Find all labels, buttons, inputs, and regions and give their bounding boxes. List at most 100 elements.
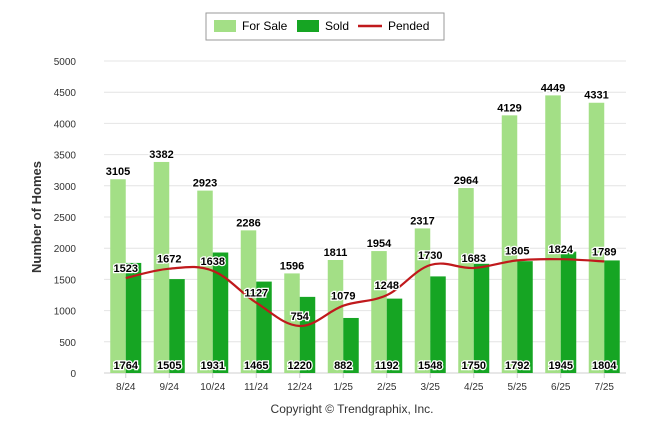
x-tick-label: 11/24 bbox=[244, 382, 269, 393]
x-tick-label: 5/25 bbox=[508, 382, 528, 393]
y-tick-label: 5000 bbox=[54, 57, 77, 68]
sold-value-label: 1764 bbox=[114, 360, 139, 372]
bars bbox=[110, 95, 620, 374]
pended-value-label: 1079 bbox=[331, 291, 355, 303]
y-axis-title: Number of Homes bbox=[29, 161, 44, 273]
sold-bar bbox=[386, 298, 403, 373]
for-sale-value-label: 3105 bbox=[106, 166, 130, 178]
for-sale-bar bbox=[327, 259, 344, 373]
y-tick-label: 4500 bbox=[54, 88, 77, 99]
sold-bar bbox=[517, 261, 533, 373]
y-tick-label: 2000 bbox=[54, 244, 77, 255]
for-sale-value-label: 1954 bbox=[367, 238, 392, 250]
data-labels: 3105 1523 1764 3382 1672 1505 2923 1638 1931 2286… bbox=[105, 81, 619, 373]
x-tick-label: 10/24 bbox=[200, 382, 225, 393]
for-sale-value-label: 1811 bbox=[324, 247, 348, 259]
legend-box bbox=[205, 12, 445, 41]
x-tick-label: 4/25 bbox=[464, 382, 484, 393]
legend-for-sale-label: For Sale bbox=[242, 19, 288, 33]
pended-value-label: 1672 bbox=[157, 254, 181, 266]
pended-line bbox=[125, 257, 605, 328]
sold-value-label: 1192 bbox=[375, 360, 399, 372]
sold-value-label: 1505 bbox=[157, 360, 181, 372]
pended-line-group bbox=[125, 257, 605, 328]
x-tick-label: 3/25 bbox=[421, 382, 441, 393]
sold-bar bbox=[604, 260, 620, 373]
gridlines bbox=[104, 60, 626, 378]
sold-value-label: 1931 bbox=[201, 360, 225, 372]
for-sale-bar bbox=[110, 179, 126, 373]
sold-bar bbox=[125, 262, 142, 373]
y-tick-label: 2500 bbox=[54, 213, 77, 224]
sold-value-label: 1548 bbox=[418, 360, 442, 372]
x-tick-label: 12/24 bbox=[287, 382, 312, 393]
sold-bar bbox=[430, 276, 446, 373]
legend-pended-label: Pended bbox=[388, 19, 429, 33]
copyright-footer: Copyright © Trendgraphix, Inc. bbox=[271, 402, 434, 416]
sold-bar bbox=[212, 252, 229, 373]
pended-value-label: 754 bbox=[291, 311, 310, 323]
for-sale-value-label: 4129 bbox=[497, 102, 521, 114]
for-sale-bar bbox=[284, 273, 300, 373]
sold-bar bbox=[473, 263, 490, 373]
for-sale-bar bbox=[153, 161, 170, 373]
y-tick-label: 500 bbox=[59, 338, 76, 349]
sold-value-label: 1945 bbox=[549, 360, 573, 372]
sold-bar bbox=[560, 251, 577, 373]
y-tick-labels: 0 500 1000 1500 2000 2500 3000 3500 4000 4500 5000 bbox=[54, 57, 77, 380]
x-tick-label: 6/25 bbox=[551, 382, 571, 393]
sold-bar bbox=[299, 296, 316, 373]
sold-value-label: 1220 bbox=[288, 360, 312, 372]
for-sale-bar bbox=[240, 230, 257, 373]
y-tick-label: 1500 bbox=[54, 275, 77, 286]
pended-value-label: 1789 bbox=[592, 246, 616, 258]
sold-bar bbox=[169, 279, 185, 373]
x-tick-label: 1/25 bbox=[334, 382, 354, 393]
for-sale-bar bbox=[588, 102, 605, 373]
for-sale-value-label: 3382 bbox=[149, 149, 173, 161]
y-tick-label: 3500 bbox=[54, 151, 77, 162]
for-sale-bar bbox=[501, 115, 518, 373]
pended-value-label: 1683 bbox=[462, 253, 486, 265]
for-sale-value-label: 2964 bbox=[454, 175, 479, 187]
sold-value-label: 1465 bbox=[244, 360, 268, 372]
for-sale-value-label: 1596 bbox=[280, 260, 304, 272]
for-sale-value-label: 2286 bbox=[236, 217, 260, 229]
for-sale-value-label: 2923 bbox=[193, 178, 217, 190]
x-tick-label: 2/25 bbox=[377, 382, 397, 393]
for-sale-value-label: 2317 bbox=[410, 215, 434, 227]
y-tick-label: 3000 bbox=[54, 182, 77, 193]
legend-sold-label: Sold bbox=[325, 19, 349, 33]
sold-bar bbox=[343, 317, 359, 373]
y-tick-label: 4000 bbox=[54, 119, 77, 130]
for-sale-bar bbox=[197, 190, 213, 373]
sold-value-label: 1750 bbox=[462, 360, 486, 372]
pended-value-label: 1824 bbox=[549, 244, 574, 256]
for-sale-bar bbox=[414, 228, 431, 373]
x-tick-label: 7/25 bbox=[595, 382, 615, 393]
for-sale-bar bbox=[371, 251, 387, 373]
for-sale-bar bbox=[458, 188, 474, 373]
pended-value-label: 1730 bbox=[418, 250, 442, 262]
legend: For Sale Sold Pended bbox=[205, 12, 445, 41]
for-sale-value-label: 4331 bbox=[584, 90, 608, 102]
pended-value-label: 1127 bbox=[244, 288, 268, 300]
for-sale-bar bbox=[545, 95, 561, 374]
x-tick-labels: 8/24 9/24 10/24 11/24 12/24 1/25 2/25 3/25 4/25 5… bbox=[116, 382, 614, 393]
for-sale-value-label: 4449 bbox=[541, 82, 565, 94]
sold-value-label: 1804 bbox=[592, 360, 617, 372]
legend-sold-swatch bbox=[297, 20, 319, 32]
pended-value-label: 1638 bbox=[201, 256, 225, 268]
x-tick-label: 8/24 bbox=[116, 382, 136, 393]
sold-value-label: 882 bbox=[334, 360, 352, 372]
pended-value-label: 1805 bbox=[505, 245, 529, 257]
y-tick-label: 0 bbox=[70, 369, 76, 380]
legend-for-sale-swatch bbox=[214, 20, 236, 32]
pended-value-label: 1248 bbox=[375, 280, 399, 292]
sold-value-label: 1792 bbox=[505, 360, 529, 372]
x-tick-label: 9/24 bbox=[160, 382, 180, 393]
y-tick-label: 1000 bbox=[54, 307, 77, 318]
pended-value-label: 1523 bbox=[114, 263, 138, 275]
